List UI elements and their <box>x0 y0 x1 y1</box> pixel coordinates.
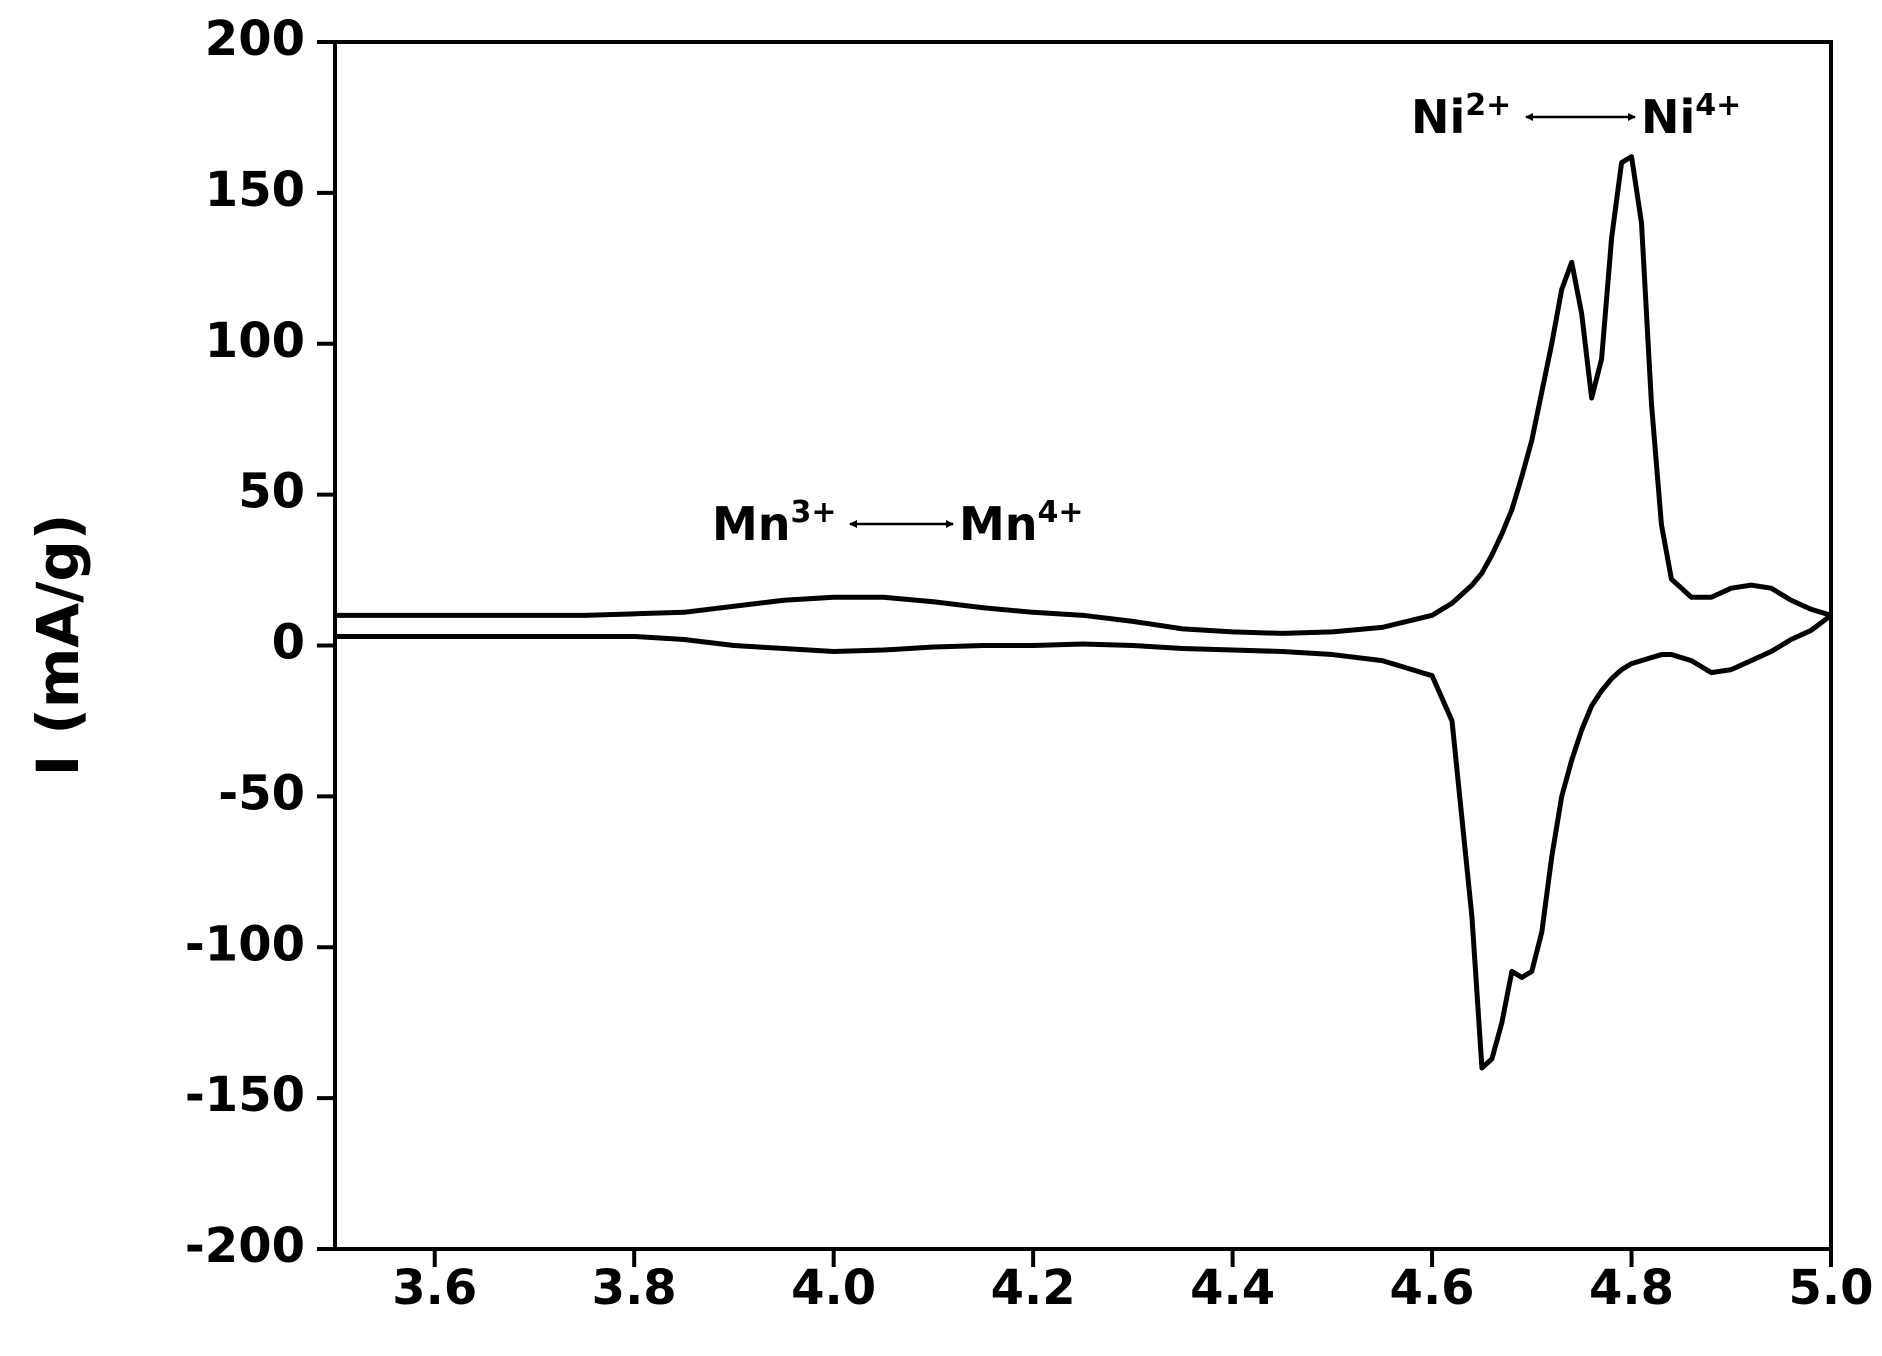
species: Ni <box>1411 90 1465 144</box>
oxidation-state: 4+ <box>1038 495 1084 530</box>
y-tick-label: -150 <box>185 1067 305 1123</box>
annotation-label: Mn3+ <box>712 495 837 551</box>
annotation-label: Ni4+ <box>1641 88 1741 144</box>
annotation-label: Mn4+ <box>959 495 1084 551</box>
x-tick-label: 4.8 <box>1589 1260 1674 1316</box>
y-tick-label: -50 <box>218 765 305 821</box>
y-tick-label: 200 <box>205 11 305 67</box>
species: Mn <box>959 497 1038 551</box>
x-tick-label: 4.2 <box>991 1260 1076 1316</box>
oxidation-state: 3+ <box>791 495 837 530</box>
y-tick-label: 50 <box>238 464 305 520</box>
y-axis-title: I (mA/g) <box>24 514 92 777</box>
oxidation-state: 2+ <box>1465 88 1511 123</box>
x-tick-label: 4.6 <box>1390 1260 1475 1316</box>
y-tick-label: 100 <box>205 313 305 369</box>
cv-curve <box>335 154 1832 636</box>
x-tick-label: 4.0 <box>791 1260 876 1316</box>
y-tick-label: -200 <box>185 1218 305 1274</box>
species: Mn <box>712 497 791 551</box>
y-tick-label: 0 <box>272 615 305 671</box>
x-tick-label: 4.4 <box>1190 1260 1275 1316</box>
annotation-label: Ni2+ <box>1411 88 1511 144</box>
y-tick-label: 150 <box>205 162 305 218</box>
species: Ni <box>1641 90 1695 144</box>
y-tick-label: -100 <box>185 916 305 972</box>
cv-curve <box>335 613 1833 1071</box>
x-tick-label: 5.0 <box>1788 1260 1873 1316</box>
oxidation-state: 4+ <box>1695 88 1741 123</box>
x-tick-label: 3.8 <box>592 1260 677 1316</box>
x-tick-label: 3.6 <box>392 1260 477 1316</box>
